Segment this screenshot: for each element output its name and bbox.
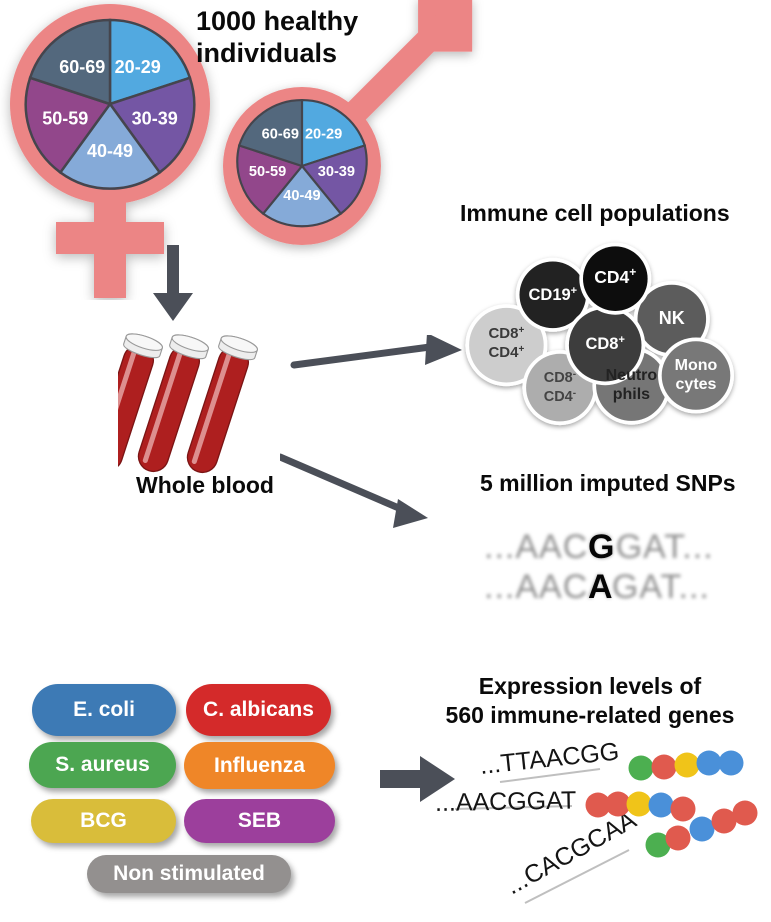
svg-text:Mono: Mono [675,357,718,374]
svg-text:phils: phils [613,386,650,403]
svg-text:CD4-: CD4- [544,388,576,406]
svg-text:NK: NK [659,308,685,328]
svg-text:Neutro: Neutro [606,367,658,384]
svg-text:CD19+: CD19+ [528,285,577,304]
svg-text:CD8-: CD8- [544,369,576,387]
svg-text:cytes: cytes [676,376,717,393]
